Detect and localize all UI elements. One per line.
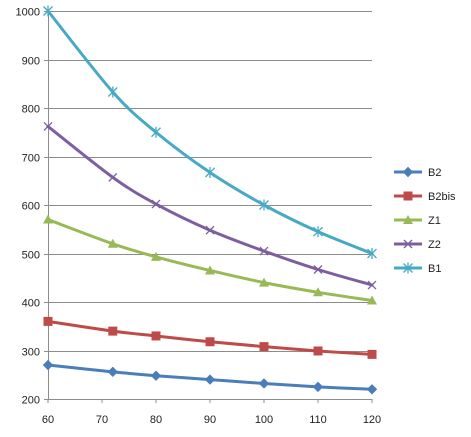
y-tick-label: 300 [22,347,40,359]
data-point [205,337,215,347]
series-b2 [42,359,378,395]
data-point [43,121,53,131]
legend-item-b1: B1 [394,262,441,275]
y-axis-tick-labels: 200 300 400 500 600 700 800 900 1000 [16,7,40,407]
data-point [43,214,53,224]
data-point [258,378,270,389]
series-line [46,9,374,255]
legend-item-z1: Z1 [394,215,441,227]
marker-stroke [205,225,215,235]
data-point [259,342,269,352]
legend-marker [403,191,413,201]
series-b2bis [43,316,377,359]
legend-label: B2bis [428,191,456,203]
data-point [205,225,215,235]
data-point [204,374,216,385]
data-point [367,248,377,259]
marker-stroke [367,280,377,290]
y-tick-label: 900 [22,56,40,68]
x-tick-label: 90 [204,414,216,426]
data-point [205,167,215,179]
data-point [43,5,53,17]
axes [44,11,373,403]
series-z2 [43,121,377,290]
data-point [150,370,162,381]
data-point [259,246,269,256]
legend-item-b2bis: B2bis [394,191,456,203]
legend-label: B1 [428,263,441,275]
series-lines [42,5,378,395]
data-point [42,359,54,371]
y-tick-label: 200 [22,395,40,407]
legend: B2 B2bis Z1 Z2 B1 [394,166,456,275]
data-point [107,86,118,98]
legend-marker [402,166,414,178]
x-axis-tick-labels: 60 70 80 90 100 110 120 [42,414,381,426]
data-point [107,238,118,248]
data-point [151,251,161,261]
x-tick-label: 110 [309,414,327,426]
y-tick-label: 600 [22,201,40,213]
data-point [43,316,53,326]
data-point [151,126,161,138]
marker-stroke [43,121,53,131]
y-tick-label: 1000 [16,7,40,19]
x-tick-label: 120 [363,414,381,426]
x-tick-label: 60 [42,414,54,426]
data-point [205,265,215,275]
marker-stroke [313,265,323,274]
data-point [259,277,269,287]
marker-stroke [403,239,413,249]
legend-item-b2: B2 [394,166,441,179]
data-point [367,349,377,359]
data-point [312,381,324,393]
legend-marker [403,262,413,274]
gridlines [48,11,372,400]
marker-stroke [259,246,269,256]
x-tick-label: 80 [150,414,162,426]
y-tick-label: 800 [22,104,40,116]
legend-label: Z1 [428,215,441,227]
data-point [108,326,118,336]
legend-marker [403,215,413,224]
data-point [367,295,377,305]
data-point [313,346,323,356]
data-point [367,280,377,290]
data-point [259,199,269,211]
data-point [108,172,118,182]
data-point [151,199,161,209]
marker-stroke [151,199,161,209]
series-z1 [43,214,377,305]
x-tick-label: 100 [255,414,273,426]
marker-stroke [108,172,118,182]
legend-item-z2: Z2 [394,239,441,251]
y-tick-label: 500 [22,250,40,262]
y-tick-label: 400 [22,298,40,310]
data-point [151,331,161,341]
data-point [107,366,119,378]
data-point [313,226,323,238]
legend-marker [403,239,413,249]
y-tick-label: 700 [22,153,40,165]
series-b1 [43,5,377,259]
x-tick-label: 70 [96,414,108,426]
data-point [366,384,378,395]
data-point [313,265,323,274]
legend-label: Z2 [428,239,441,251]
data-point [313,287,323,297]
legend-label: B2 [428,167,441,179]
